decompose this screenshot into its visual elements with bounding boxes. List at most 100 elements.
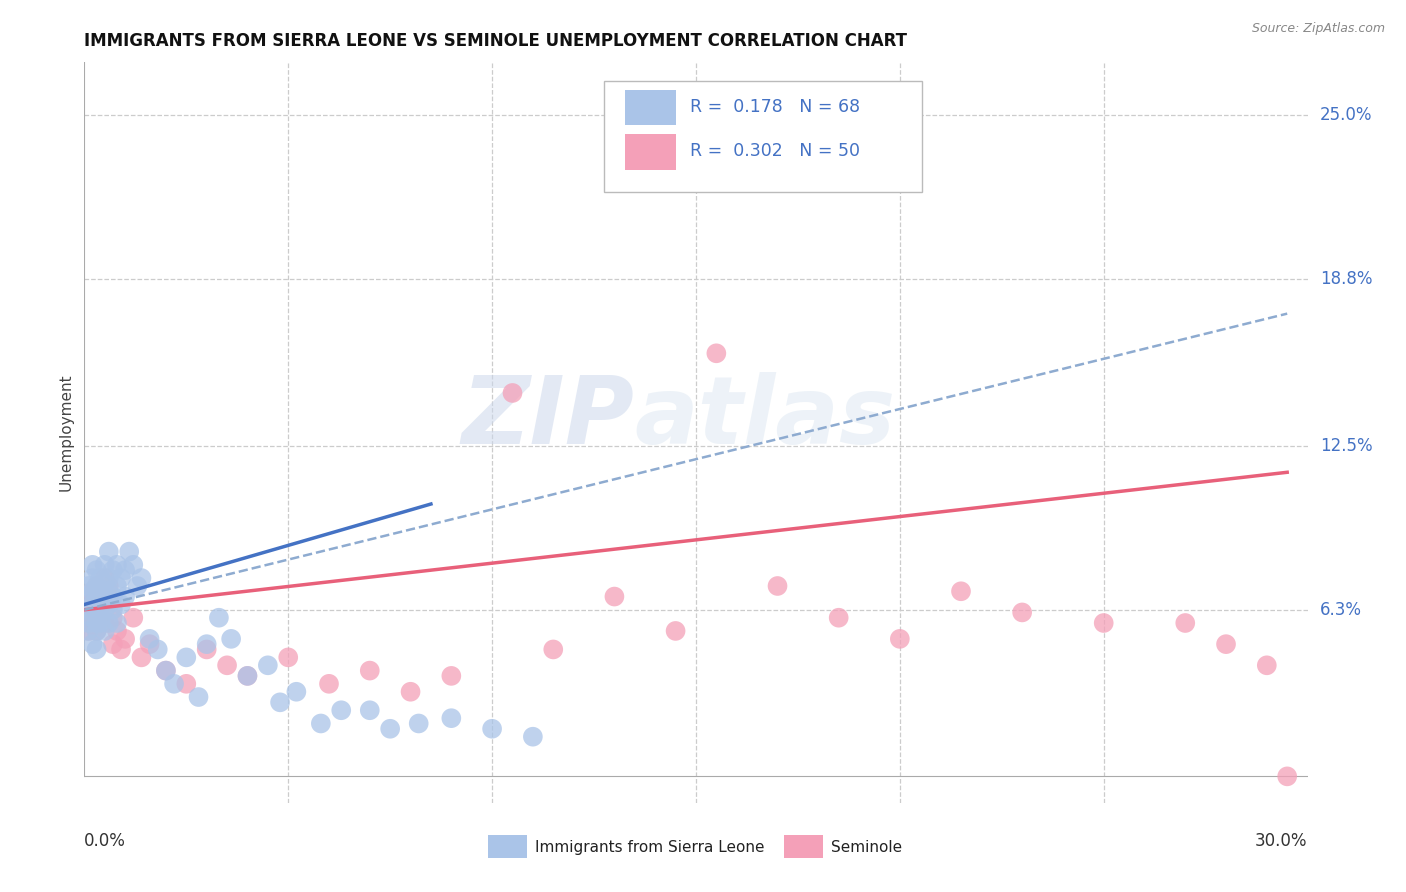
Point [86,624,108,638]
Point [114,563,136,577]
Point [97,579,120,593]
Point [77,590,100,604]
Point [93,571,115,585]
Point [174,677,197,691]
Point [86,615,108,630]
Point [97,544,120,558]
Point [318,677,340,691]
Bar [785,835,823,858]
Point [97,590,120,604]
Point [93,615,115,630]
Text: R =  0.302   N = 50: R = 0.302 N = 50 [690,143,860,161]
Bar [488,835,527,858]
Point [82,571,104,585]
Text: IMMIGRANTS FROM SIERRA LEONE VS SEMINOLE UNEMPLOYMENT CORRELATION CHART: IMMIGRANTS FROM SIERRA LEONE VS SEMINOLE… [84,32,907,50]
Point [131,571,153,585]
Text: Source: ZipAtlas.com: Source: ZipAtlas.com [1251,22,1385,36]
Point [766,579,789,593]
Text: R =  0.178   N = 68: R = 0.178 N = 68 [690,98,860,116]
Point [97,571,120,585]
Point [543,642,565,657]
Point [86,579,108,593]
Point [502,386,524,401]
Point [86,590,108,604]
Point [1215,637,1237,651]
Point [90,598,112,612]
Point [90,615,112,630]
Point [380,722,402,736]
Point [889,632,911,646]
Point [828,611,851,625]
Point [146,642,169,657]
Point [86,563,108,577]
Point [101,611,124,625]
Point [122,558,145,572]
Point [110,642,132,657]
Point [217,658,239,673]
Text: atlas: atlas [636,372,896,464]
Point [1277,769,1299,783]
Point [522,730,544,744]
Text: ZIP: ZIP [463,372,636,464]
Point [82,611,104,625]
Point [665,624,688,638]
Point [195,642,218,657]
Text: 0.0%: 0.0% [84,832,127,850]
Point [93,590,115,604]
Point [269,695,291,709]
Point [399,685,422,699]
Point [127,579,149,593]
Point [93,624,115,638]
Point [77,579,100,593]
FancyBboxPatch shape [605,81,922,192]
Text: 18.8%: 18.8% [1320,270,1372,288]
Point [86,642,108,657]
Point [131,650,153,665]
Point [1256,658,1278,673]
Point [440,711,463,725]
Point [219,632,242,646]
Point [86,579,108,593]
Point [603,590,626,604]
Point [359,664,381,678]
Point [82,606,104,620]
Point [82,584,104,599]
Point [155,664,177,678]
Point [174,650,197,665]
Point [105,615,128,630]
Point [138,632,160,646]
Point [101,637,124,651]
Point [1092,615,1115,630]
Point [408,716,430,731]
Point [97,615,120,630]
Point [122,611,145,625]
Point [82,584,104,599]
Point [77,611,100,625]
Point [236,669,259,683]
Point [90,584,112,599]
Point [440,669,463,683]
Text: 25.0%: 25.0% [1320,106,1372,124]
Point [101,603,124,617]
Point [114,632,136,646]
Text: Seminole: Seminole [831,839,901,855]
Point [82,615,104,630]
Point [208,611,231,625]
Point [77,624,100,638]
Point [86,598,108,612]
Y-axis label: Unemployment: Unemployment [58,374,73,491]
Point [481,722,503,736]
Point [82,598,104,612]
Point [114,590,136,604]
Point [285,685,308,699]
Point [90,611,112,625]
Point [93,590,115,604]
Point [105,558,128,572]
Point [110,598,132,612]
Point [105,624,128,638]
Point [1011,606,1033,620]
Point [155,664,177,678]
Point [86,624,108,638]
Point [101,590,124,604]
Point [1174,615,1197,630]
